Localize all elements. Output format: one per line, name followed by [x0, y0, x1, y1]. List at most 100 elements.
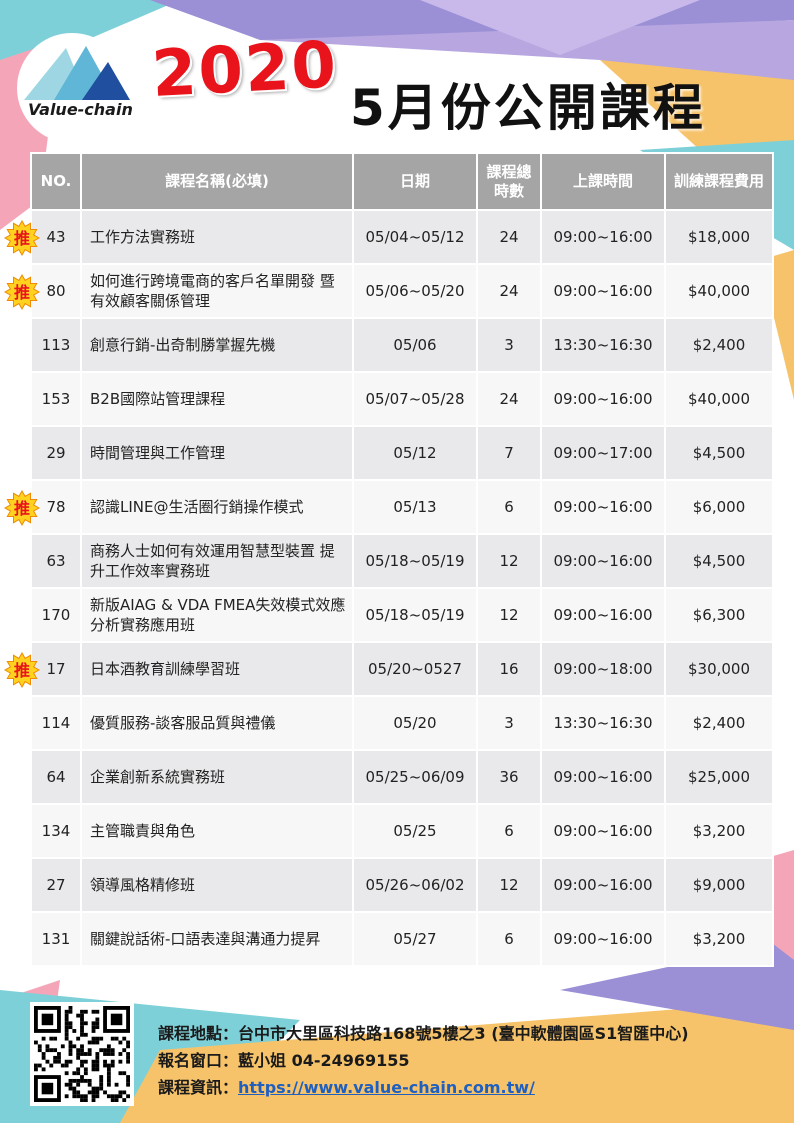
- cell-course-name: 企業創新系統實務班: [80, 749, 354, 805]
- location-label: 課程地點：: [158, 1024, 239, 1043]
- cell-time: 09:00~16:00: [540, 533, 666, 589]
- cell-no: 63: [30, 533, 82, 589]
- cell-fee-text: $2,400: [692, 714, 746, 732]
- cell-fee-text: $9,000: [692, 876, 746, 894]
- cell-time: 09:00~17:00: [540, 425, 666, 481]
- cell-hours: 6: [476, 803, 542, 859]
- cell-time-text: 13:30~16:30: [553, 714, 653, 732]
- cell-course-name-text: 商務人士如何有效運用智慧型裝置 提升工作效率實務班: [90, 542, 335, 580]
- col-header-no: NO.: [30, 152, 82, 211]
- course-info-link[interactable]: https://www.value-chain.com.tw/: [238, 1078, 535, 1097]
- table-row: 113 創意行銷-出奇制勝掌握先機 05/06 3 13:30~16:30 $2,400: [30, 317, 774, 373]
- cell-course-name: 如何進行跨境電商的客戶名單開發 暨有效顧客關係管理: [80, 263, 354, 319]
- cell-course-name-text: 企業創新系統實務班: [90, 768, 226, 786]
- cell-hours-text: 12: [499, 876, 519, 894]
- cell-course-name: 領導風格精修班: [80, 857, 354, 913]
- recommended-badge-icon: 推: [4, 274, 40, 310]
- cell-date-text: 05/25: [393, 822, 437, 840]
- contact-value: 藍小姐 04-24969155: [238, 1051, 410, 1070]
- cell-hours-text: 24: [499, 390, 519, 408]
- table-row: 78 推 認識LINE@生活圈行銷操作模式 05/13 6 09:00~16:00 $6,0…: [4, 479, 774, 535]
- cell-course-name: 工作方法實務班: [80, 209, 354, 265]
- cell-fee: $18,000: [664, 209, 774, 265]
- cell-no: 113: [30, 317, 82, 373]
- cell-date: 05/20~0527: [352, 641, 478, 697]
- cell-time-text: 13:30~16:30: [553, 336, 653, 354]
- recommended-badge-icon: 推: [4, 652, 40, 688]
- cell-fee-text: $4,500: [692, 552, 746, 570]
- recommended-badge-label: 推: [14, 283, 30, 302]
- qr-code: [30, 1002, 134, 1106]
- course-table-container: NO. 課程名稱(必填) 日期 課程總時數 上課時間 訓練課程費用 43 推 工作方…: [4, 152, 774, 967]
- cell-no-text: 153: [41, 390, 71, 408]
- footer-info-line: 課程資訊：https://www.value-chain.com.tw/: [158, 1074, 689, 1101]
- cell-date-text: 05/18~05/19: [365, 606, 465, 624]
- cell-date-text: 05/06~05/20: [365, 282, 465, 300]
- recommended-badge-icon: 推: [4, 220, 40, 256]
- recommended-badge-label: 推: [14, 661, 30, 680]
- cell-course-name-text: 時間管理與工作管理: [90, 444, 226, 462]
- footer-contact-line: 報名窗口：藍小姐 04-24969155: [158, 1047, 689, 1074]
- cell-time-text: 09:00~18:00: [553, 660, 653, 678]
- cell-time-text: 09:00~16:00: [553, 876, 653, 894]
- cell-date: 05/26~06/02: [352, 857, 478, 913]
- cell-course-name-text: 工作方法實務班: [90, 228, 196, 246]
- cell-time-text: 09:00~17:00: [553, 444, 653, 462]
- cell-course-name: 優質服務-談客服品質與禮儀: [80, 695, 354, 751]
- cell-hours-text: 6: [504, 822, 514, 840]
- cell-hours: 3: [476, 695, 542, 751]
- cell-time-text: 09:00~16:00: [553, 390, 653, 408]
- cell-date-text: 05/06: [393, 336, 437, 354]
- cell-fee-text: $6,000: [692, 498, 746, 516]
- cell-time-text: 09:00~16:00: [553, 768, 653, 786]
- cell-hours: 16: [476, 641, 542, 697]
- cell-course-name: 新版AIAG & VDA FMEA失效模式效應分析實務應用班: [80, 587, 354, 643]
- cell-date: 05/13: [352, 479, 478, 535]
- cell-time: 09:00~16:00: [540, 749, 666, 805]
- cell-time-text: 09:00~16:00: [553, 552, 653, 570]
- cell-course-name: 時間管理與工作管理: [80, 425, 354, 481]
- info-label: 課程資訊：: [158, 1078, 239, 1097]
- cell-time-text: 09:00~16:00: [553, 822, 653, 840]
- cell-date-text: 05/18~05/19: [365, 552, 465, 570]
- cell-time: 09:00~16:00: [540, 371, 666, 427]
- cell-no-text: 78: [46, 498, 66, 516]
- cell-no: 43 推: [4, 209, 82, 265]
- cell-time-text: 09:00~16:00: [553, 228, 653, 246]
- cell-date-text: 05/13: [393, 498, 437, 516]
- cell-time-text: 09:00~16:00: [553, 282, 653, 300]
- cell-course-name-text: 創意行銷-出奇制勝掌握先機: [90, 336, 276, 354]
- qr-code-icon: [34, 1006, 130, 1102]
- cell-no: 153: [30, 371, 82, 427]
- cell-hours: 24: [476, 263, 542, 319]
- cell-hours: 3: [476, 317, 542, 373]
- cell-date-text: 05/25~06/09: [365, 768, 465, 786]
- cell-hours: 12: [476, 533, 542, 589]
- cell-hours-text: 16: [499, 660, 519, 678]
- recommended-badge-label: 推: [14, 499, 30, 518]
- cell-date-text: 05/12: [393, 444, 437, 462]
- cell-fee: $4,500: [664, 533, 774, 589]
- cell-course-name: 日本酒教育訓練學習班: [80, 641, 354, 697]
- cell-fee: $30,000: [664, 641, 774, 697]
- mountain-logo-icon: [17, 33, 130, 143]
- col-header-time: 上課時間: [540, 152, 666, 211]
- cell-no: 64: [30, 749, 82, 805]
- cell-no: 114: [30, 695, 82, 751]
- cell-no: 29: [30, 425, 82, 481]
- cell-hours: 36: [476, 749, 542, 805]
- cell-hours-text: 3: [504, 336, 514, 354]
- cell-no: 27: [30, 857, 82, 913]
- cell-time-text: 09:00~16:00: [553, 606, 653, 624]
- cell-fee-text: $40,000: [687, 282, 751, 300]
- cell-date-text: 05/27: [393, 930, 437, 948]
- cell-date-text: 05/20: [393, 714, 437, 732]
- col-header-name: 課程名稱(必填): [80, 152, 354, 211]
- cell-course-name-text: 日本酒教育訓練學習班: [90, 660, 241, 678]
- cell-time: 09:00~16:00: [540, 803, 666, 859]
- table-row: 170 新版AIAG & VDA FMEA失效模式效應分析實務應用班 05/18~0…: [30, 587, 774, 643]
- cell-time: 09:00~18:00: [540, 641, 666, 697]
- cell-date: 05/04~05/12: [352, 209, 478, 265]
- cell-hours-text: 7: [504, 444, 514, 462]
- cell-hours: 6: [476, 479, 542, 535]
